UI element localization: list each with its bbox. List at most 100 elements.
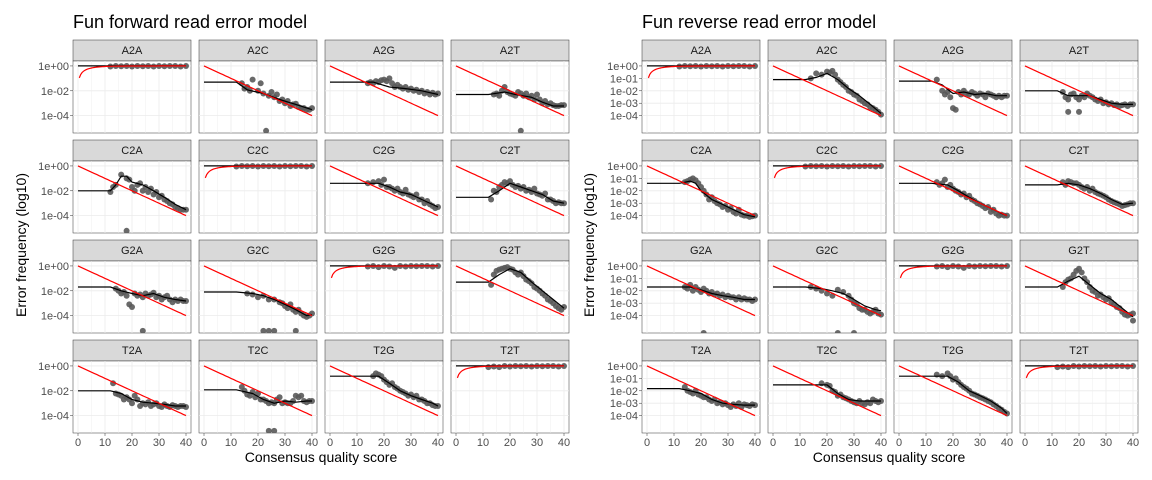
- x-tick-label: 20: [504, 437, 516, 449]
- facet-label: C2G: [373, 145, 396, 157]
- nominal-error-line: [77, 165, 187, 217]
- y-tick-label: 1e-04: [610, 311, 638, 323]
- fitted-error-line: [1025, 275, 1134, 318]
- error-point: [260, 327, 267, 333]
- facet-panel-a2g: A2G: [893, 39, 1013, 134]
- error-point: [257, 80, 264, 87]
- panel-marks: [1024, 165, 1136, 217]
- error-point: [826, 382, 833, 389]
- fitted-error-line: [647, 180, 756, 218]
- facet-label: C2T: [500, 145, 521, 157]
- x-tick-label: 20: [378, 437, 390, 449]
- error-point: [1076, 108, 1082, 115]
- fitted-error-line: [647, 286, 755, 301]
- facet-label: A2C: [247, 45, 268, 57]
- panel-marks: [899, 262, 1010, 279]
- x-tick-label: 10: [1046, 437, 1058, 449]
- facet-panel-a2g: A2G: [324, 39, 444, 134]
- x-tick-label: 0: [1022, 437, 1028, 449]
- x-tick-label: 10: [668, 437, 680, 449]
- nominal-error-line: [455, 265, 565, 317]
- error-point: [265, 427, 272, 433]
- right-x-axis-title: Consensus quality score: [813, 449, 966, 465]
- facet-label: T2A: [122, 345, 143, 357]
- facet-panel-a2c: A2C: [198, 39, 318, 134]
- panel-marks: [329, 165, 441, 217]
- panel-marks: [455, 165, 567, 217]
- nominal-error-line: [203, 265, 313, 317]
- facet-label: A2C: [816, 45, 837, 57]
- nominal-error-line: [772, 365, 882, 417]
- error-point: [271, 327, 278, 333]
- y-tick-label: 1e+00: [38, 261, 69, 273]
- y-tick-label: 1e+00: [607, 161, 638, 173]
- x-tick-label: 30: [974, 437, 986, 449]
- x-tick-label: 40: [1127, 437, 1139, 449]
- x-tick-label: 10: [794, 437, 806, 449]
- facet-label: C2C: [247, 145, 269, 157]
- x-tick-label: 10: [920, 437, 932, 449]
- x-tick-label: 20: [252, 437, 264, 449]
- left-y-axis-title: Error frequency (log10): [13, 173, 29, 317]
- error-point: [813, 70, 820, 77]
- error-point: [290, 398, 297, 405]
- x-tick-label: 0: [770, 437, 776, 449]
- error-point: [834, 330, 841, 333]
- facet-panel-c2t: C2T: [450, 139, 570, 234]
- y-tick-label: 1e-02: [610, 186, 638, 198]
- right-y-axis-title: Error frequency (log10): [581, 173, 597, 317]
- error-point: [309, 105, 315, 112]
- x-tick-label: 20: [821, 437, 833, 449]
- panel-marks: [898, 165, 1010, 219]
- y-tick-label: 1e-03: [610, 198, 638, 210]
- error-point: [1065, 108, 1072, 115]
- error-point: [517, 127, 524, 133]
- panel-marks: [204, 162, 315, 179]
- nominal-error-line: [456, 365, 564, 379]
- error-point: [139, 327, 146, 333]
- error-point: [496, 92, 503, 99]
- nominal-error-line: [898, 165, 1008, 217]
- panel-marks: [77, 365, 189, 417]
- y-tick-label: 1e+00: [607, 61, 638, 73]
- y-tick-label: 1e-04: [41, 111, 69, 123]
- error-point: [429, 263, 436, 270]
- fitted-error-line: [204, 389, 312, 404]
- panel-marks: [456, 362, 567, 379]
- error-point: [746, 63, 753, 70]
- left-x-axis-title: Consensus quality score: [245, 449, 398, 465]
- x-tick-label: 40: [306, 437, 318, 449]
- facet-panel-a2t: A2T: [450, 39, 570, 134]
- facet-panel-t2g: T2G 0 10 20 30 40: [324, 339, 444, 449]
- x-tick-label: 0: [201, 437, 207, 449]
- nominal-error-line: [772, 65, 882, 117]
- facet-label: G2G: [941, 245, 964, 257]
- y-tick-label: 1e+00: [38, 161, 69, 173]
- panel-marks: [773, 162, 884, 179]
- panel-marks: [898, 365, 1010, 417]
- error-point: [998, 263, 1005, 270]
- x-tick-label: 0: [75, 437, 81, 449]
- panel-marks: [772, 365, 884, 417]
- error-point: [298, 392, 305, 399]
- fitted-error-line: [330, 182, 439, 208]
- panel-marks: [77, 265, 189, 333]
- x-tick-label: 40: [180, 437, 192, 449]
- error-point: [292, 327, 299, 333]
- x-tick-label: 30: [722, 437, 734, 449]
- fitted-error-line: [78, 390, 186, 407]
- x-tick-label: 20: [947, 437, 959, 449]
- panel-marks: [78, 62, 189, 79]
- panel-marks: [646, 165, 758, 220]
- y-tick-label: 1e-01: [610, 73, 638, 85]
- error-point: [561, 200, 567, 207]
- y-tick-label: 1e-01: [610, 273, 638, 285]
- error-point: [271, 427, 278, 433]
- facet-label: G2A: [121, 245, 144, 257]
- y-tick-label: 1e-04: [610, 111, 638, 123]
- fitted-error-line: [204, 291, 313, 317]
- facet-label: G2C: [816, 245, 839, 257]
- facet-label: A2A: [691, 45, 712, 57]
